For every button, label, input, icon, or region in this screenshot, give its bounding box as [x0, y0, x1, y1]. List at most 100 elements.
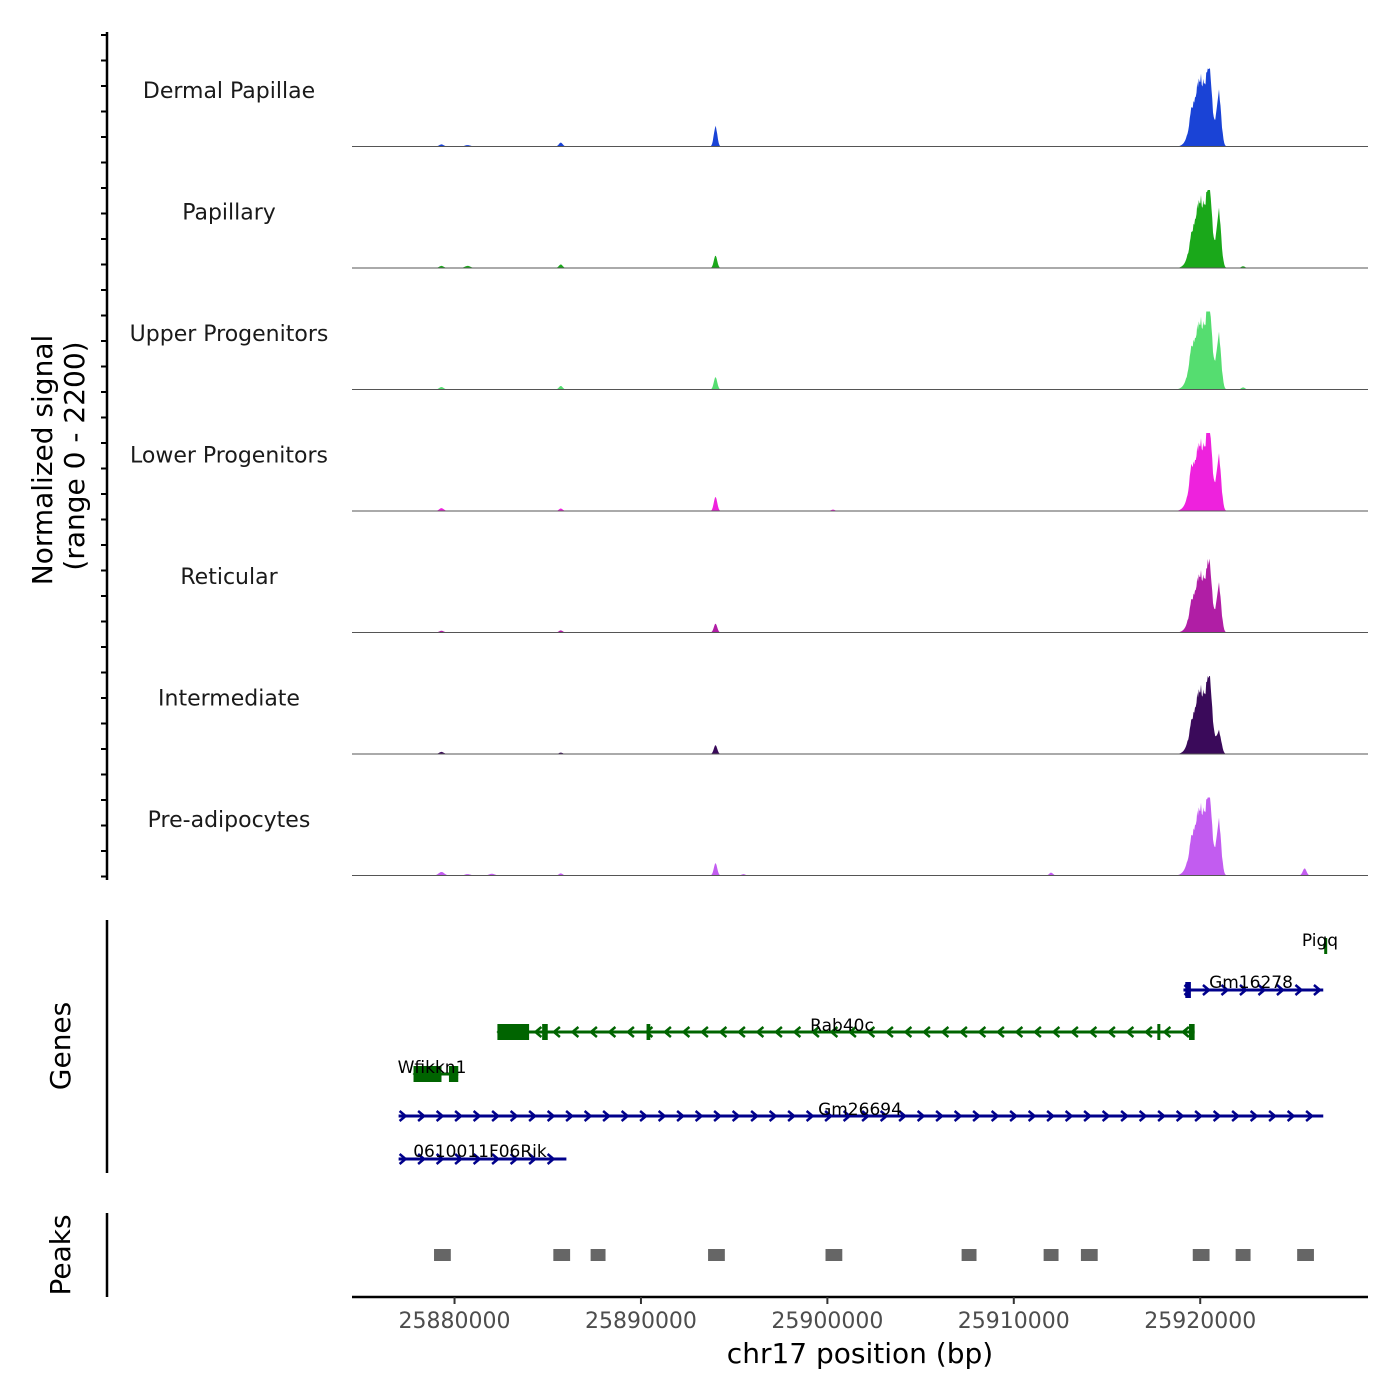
strand-chevron	[1032, 1026, 1042, 1038]
coverage-area	[352, 433, 1368, 511]
strand-chevron	[472, 1153, 482, 1165]
peaks-title: Peaks	[44, 1214, 77, 1295]
strand-chevron	[454, 1153, 464, 1165]
strand-chevron	[1125, 1026, 1135, 1038]
strand-chevron	[1194, 1110, 1204, 1122]
strand-chevron	[1120, 1110, 1130, 1122]
strand-chevron	[533, 1026, 543, 1038]
peak-region	[825, 1249, 843, 1261]
strand-chevron	[1101, 1110, 1111, 1122]
strand-chevron	[1239, 984, 1248, 996]
x-tick-label: 25900000	[771, 1309, 883, 1334]
x-tick-label: 25920000	[1144, 1309, 1256, 1334]
strand-chevron	[935, 1110, 945, 1122]
strand-chevron	[676, 1110, 686, 1122]
strand-chevron	[1220, 984, 1230, 996]
strand-chevron	[1180, 1026, 1190, 1038]
track-intermediate: Intermediate	[158, 676, 1368, 755]
strand-chevron	[1088, 1026, 1098, 1038]
strand-chevron	[644, 1026, 654, 1038]
track-label: Pre-adipocytes	[148, 808, 311, 833]
strand-chevron	[417, 1110, 427, 1122]
gene-label: Pigq	[1302, 931, 1338, 951]
strand-chevron	[940, 1026, 950, 1038]
peak-regions	[434, 1249, 1314, 1261]
strand-chevron	[787, 1110, 797, 1122]
strand-chevron	[454, 1110, 464, 1122]
gene-exon	[413, 1066, 442, 1082]
strand-chevron	[977, 1026, 987, 1038]
gene-exon	[448, 1066, 459, 1082]
coverage-area	[352, 68, 1368, 147]
peak-region	[708, 1249, 725, 1261]
strand-chevron	[546, 1153, 556, 1165]
strand-chevron	[736, 1026, 746, 1038]
track-label: Reticular	[180, 565, 278, 590]
coverage-y-label-line2: (range 0 - 2200)	[58, 341, 91, 570]
strand-chevron	[921, 1026, 931, 1038]
strand-chevron	[472, 1110, 482, 1122]
gene-exon	[542, 1024, 548, 1040]
gene-gm16278: Gm16278	[1183, 973, 1324, 998]
gene-exon	[646, 1024, 651, 1040]
strand-chevron	[1202, 984, 1211, 996]
gene-label: Wfikkn1	[398, 1058, 467, 1078]
strand-chevron	[1064, 1110, 1074, 1122]
gene-exon	[1157, 1024, 1161, 1040]
strand-chevron	[565, 1110, 575, 1122]
track-label: Lower Progenitors	[130, 444, 328, 469]
strand-chevron	[435, 1110, 445, 1122]
strand-chevron	[1257, 984, 1267, 996]
x-tick-label: 25890000	[585, 1309, 697, 1334]
gene-models: Pigq Gm16278 Rab40c Wfikkn1 Gm26694 0610011F0…	[398, 931, 1338, 1165]
strand-chevron	[528, 1110, 538, 1122]
strand-chevron	[639, 1110, 649, 1122]
strand-chevron	[662, 1026, 672, 1038]
strand-chevron	[713, 1110, 723, 1122]
strand-chevron	[1051, 1026, 1061, 1038]
gene-exon	[1185, 982, 1191, 998]
strand-chevron	[1305, 1110, 1315, 1122]
strand-chevron	[1083, 1110, 1093, 1122]
track-label: Intermediate	[158, 687, 300, 712]
gene-exon	[1324, 938, 1328, 954]
strand-chevron	[588, 1026, 598, 1038]
peak-region	[1297, 1249, 1314, 1261]
peaks-panel: Peaks	[44, 1213, 1314, 1297]
track-reticular: Reticular	[180, 558, 1368, 633]
track-label: Upper Progenitors	[130, 322, 329, 347]
strand-chevron	[620, 1110, 630, 1122]
strand-chevron	[398, 1110, 408, 1122]
coverage-area	[352, 190, 1368, 268]
strand-chevron	[1313, 984, 1322, 996]
gene-rab40c: Rab40c	[496, 1016, 1195, 1040]
track-label: Dermal Papillae	[143, 79, 315, 104]
strand-chevron	[731, 1110, 741, 1122]
coverage-area	[352, 558, 1368, 633]
strand-chevron	[750, 1110, 760, 1122]
strand-chevron	[1175, 1110, 1185, 1122]
strand-chevron	[995, 1026, 1005, 1038]
track-upper-progenitors: Upper Progenitors	[130, 311, 1368, 390]
peak-region	[1192, 1249, 1210, 1261]
strand-chevron	[694, 1110, 704, 1122]
coverage-area	[352, 676, 1368, 754]
strand-chevron	[509, 1153, 519, 1165]
coverage-tracks: Dermal Papillae Papillary Upper Progenitor…	[130, 68, 1368, 876]
strand-chevron	[847, 1026, 857, 1038]
x-tick-label: 25880000	[399, 1309, 511, 1334]
strand-chevron	[916, 1110, 926, 1122]
strand-chevron	[903, 1026, 913, 1038]
x-tick-label: 25910000	[958, 1309, 1070, 1334]
strand-chevron	[398, 1153, 408, 1165]
strand-chevron	[810, 1026, 820, 1038]
peak-region	[961, 1249, 977, 1261]
strand-chevron	[417, 1153, 427, 1165]
gene-wfikkn1: Wfikkn1	[398, 1058, 467, 1082]
strand-chevron	[768, 1110, 778, 1122]
gene-0610011f06rik: 0610011F06Rik	[398, 1142, 567, 1165]
strand-chevron	[1157, 1110, 1167, 1122]
x-axis: 25880000 25890000 25900000 25910000 25920000…	[352, 1295, 1368, 1370]
genes-title: Genes	[44, 1002, 77, 1090]
